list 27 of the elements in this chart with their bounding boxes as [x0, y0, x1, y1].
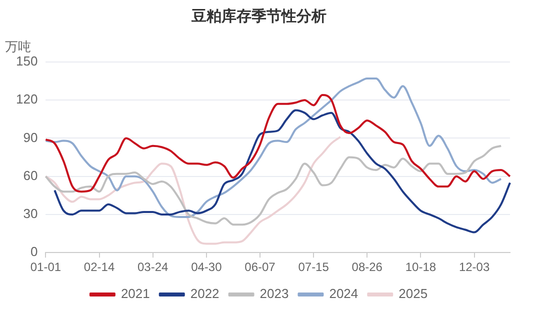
- x-tick-label: 04-30: [191, 260, 222, 274]
- x-tick-label: 01-01: [30, 260, 62, 274]
- x-tick-label: 10-18: [405, 260, 436, 274]
- legend-label: 2021: [120, 286, 150, 302]
- y-tick-label: 0: [30, 244, 38, 260]
- y-tick-label: 90: [23, 130, 38, 145]
- x-tick-label: 12-03: [458, 260, 490, 274]
- chart-title: 豆粕库存季节性分析: [190, 6, 326, 25]
- y-tick-label: 150: [16, 54, 38, 69]
- x-tick-label: 07-15: [298, 260, 330, 274]
- legend-label: 2025: [398, 286, 428, 302]
- x-tick-label: 06-07: [244, 260, 276, 274]
- line-series: [44, 144, 502, 226]
- y-tick-label: 60: [23, 168, 38, 183]
- legend-label: 2023: [260, 286, 289, 302]
- line-series: [54, 109, 511, 234]
- legend-label: 2022: [190, 286, 220, 302]
- y-tick-label: 30: [23, 206, 38, 222]
- line-series: [44, 94, 511, 193]
- y-tick-label: 120: [16, 92, 38, 107]
- x-tick-label: 08-26: [352, 260, 383, 274]
- line-series: [44, 136, 342, 245]
- legend-label: 2024: [329, 286, 358, 302]
- x-tick-label: 03-24: [137, 260, 169, 274]
- y-axis-title: 万吨: [5, 40, 31, 55]
- x-tick-label: 02-14: [84, 260, 115, 274]
- line-series: [44, 78, 502, 218]
